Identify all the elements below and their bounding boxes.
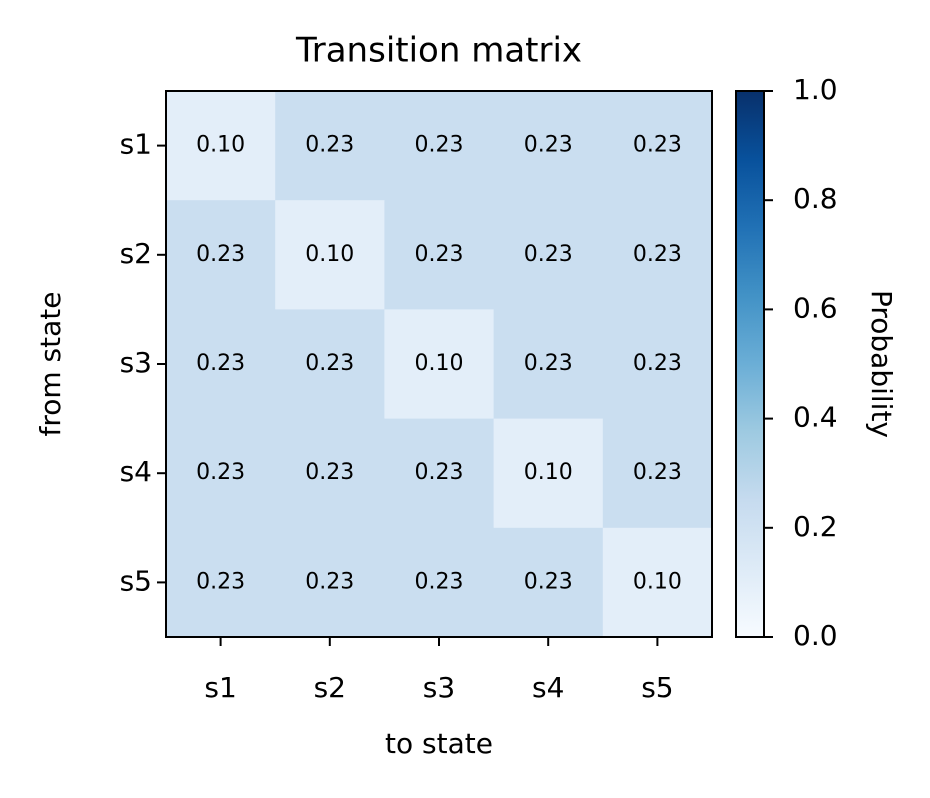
x-tick-label: s4 [532, 671, 564, 704]
y-axis-label: from state [34, 292, 67, 437]
cell-label: 0.23 [415, 460, 464, 485]
heatmap-cell [602, 200, 713, 310]
heatmap-cell [493, 309, 604, 420]
heatmap-cell [275, 309, 385, 420]
heatmap-cell [384, 200, 495, 310]
colorbar-tick-label: 0.8 [793, 182, 838, 215]
heatmap-cell [166, 418, 276, 529]
cell-label: 0.10 [305, 242, 354, 267]
cell-label: 0.23 [196, 569, 245, 594]
cell-label: 0.23 [524, 133, 573, 158]
heatmap-cell [602, 309, 713, 420]
y-tick-label: s3 [120, 346, 152, 379]
chart-title: Transition matrix [295, 31, 582, 71]
cell-label: 0.23 [415, 569, 464, 594]
cell-label: 0.23 [305, 460, 354, 485]
y-tick-label: s4 [120, 455, 152, 488]
colorbar [735, 90, 765, 638]
heatmap-cell [384, 418, 495, 529]
heatmap-cell [275, 200, 385, 310]
heatmap-cell [493, 418, 604, 529]
cell-label: 0.23 [305, 351, 354, 376]
x-tick-label: s5 [641, 671, 673, 704]
colorbar-label: Probability [865, 290, 898, 438]
y-tick-label: s2 [120, 237, 152, 270]
cell-label: 0.23 [524, 569, 573, 594]
cell-label: 0.23 [305, 133, 354, 158]
cell-label: 0.23 [633, 460, 682, 485]
heatmap-cell [384, 91, 495, 201]
heatmap-cell [275, 527, 385, 638]
heatmap-cell [602, 527, 713, 638]
heatmap-cell [493, 91, 604, 201]
cell-label: 0.23 [305, 569, 354, 594]
heatmap-cell [166, 91, 276, 201]
cell-label: 0.23 [415, 133, 464, 158]
x-axis-label: to state [385, 727, 493, 760]
heatmap-cell [493, 200, 604, 310]
colorbar-tick-label: 1.0 [793, 73, 838, 106]
cell-label: 0.23 [633, 351, 682, 376]
cell-label: 0.10 [524, 460, 573, 485]
heatmap-cell [275, 418, 385, 529]
heatmap-cell [602, 91, 713, 201]
heatmap-cell [493, 527, 604, 638]
cell-label: 0.23 [633, 242, 682, 267]
cell-label: 0.23 [524, 351, 573, 376]
cell-label: 0.23 [524, 242, 573, 267]
heatmap-cell [602, 418, 713, 529]
colorbar-tick-label: 0.2 [793, 510, 838, 543]
heatmap-cell [166, 309, 276, 420]
cell-label: 0.23 [415, 242, 464, 267]
heatmap-cell [166, 200, 276, 310]
cell-label: 0.10 [196, 133, 245, 158]
y-tick-label: s1 [120, 128, 152, 161]
cell-label: 0.10 [633, 569, 682, 594]
cell-label: 0.23 [196, 242, 245, 267]
heatmap-cell [384, 309, 495, 420]
heatmap-cell [166, 527, 276, 638]
x-tick-label: s3 [423, 671, 455, 704]
heatmap-cell [384, 527, 495, 638]
heatmap-cell [275, 91, 385, 201]
cell-label: 0.23 [196, 351, 245, 376]
cell-label: 0.23 [633, 133, 682, 158]
x-tick-label: s2 [314, 671, 346, 704]
cell-label: 0.23 [196, 460, 245, 485]
colorbar-tick-label: 0.0 [793, 619, 838, 652]
colorbar-tick-label: 0.6 [793, 291, 838, 324]
y-tick-label: s5 [120, 564, 152, 597]
colorbar-tick-label: 0.4 [793, 401, 838, 434]
cell-label: 0.10 [415, 351, 464, 376]
x-tick-label: s1 [204, 671, 236, 704]
